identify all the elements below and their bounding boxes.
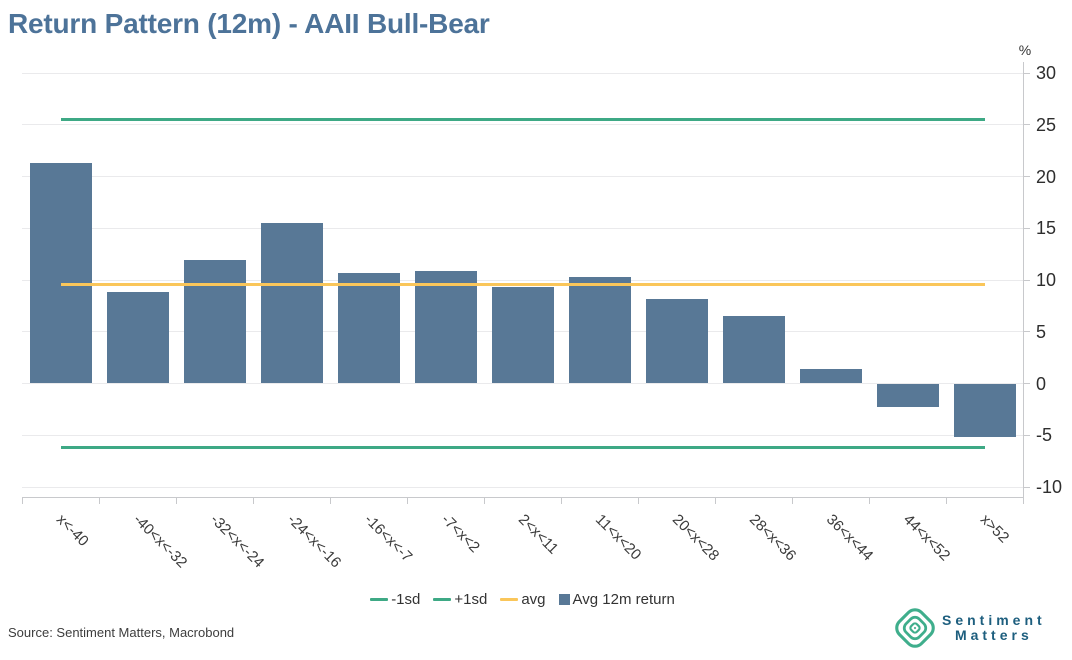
x-tick xyxy=(560,497,562,504)
y-tick-label: 0 xyxy=(1036,373,1047,394)
bar xyxy=(645,298,708,384)
x-tick-label: 20<x<28 xyxy=(668,511,722,565)
y-tick xyxy=(1023,176,1030,177)
bar xyxy=(337,272,400,384)
y-tick-label: 20 xyxy=(1036,166,1057,187)
legend-item-1sd: -1sd xyxy=(370,591,420,608)
x-tick-label: -32<x<-24 xyxy=(206,511,267,572)
x-tick xyxy=(175,497,177,504)
x-tick xyxy=(714,497,716,504)
legend-item-avg: avg xyxy=(500,591,546,608)
y-tick xyxy=(1023,124,1030,126)
bar xyxy=(260,223,323,384)
x-tick xyxy=(637,497,639,504)
gridline xyxy=(22,434,1023,436)
brand-logo-line2: Matters xyxy=(954,627,1033,643)
x-tick xyxy=(945,497,947,504)
gridline xyxy=(22,72,1023,74)
x-tick xyxy=(329,497,331,504)
y-tick-label: -10 xyxy=(1036,477,1063,497)
x-tick-label: 44<x<52 xyxy=(899,511,953,565)
gridline xyxy=(22,279,1023,281)
y-axis-unit-label: % xyxy=(1018,42,1032,58)
y-tick-label: 25 xyxy=(1036,114,1057,135)
x-tick-label: -24<x<-16 xyxy=(283,511,344,572)
bar xyxy=(568,276,631,384)
bar xyxy=(491,287,554,384)
y-tick xyxy=(1023,331,1030,333)
avg-line xyxy=(60,282,985,286)
legend-line-swatch xyxy=(500,598,519,601)
x-tick-label: -7<x<2 xyxy=(437,511,483,557)
y-tick-label: 15 xyxy=(1036,218,1057,239)
bar xyxy=(414,270,477,384)
legend: -1sd +1sd avg Avg 12m return xyxy=(22,591,1023,608)
y-tick xyxy=(1023,383,1030,384)
gridline xyxy=(22,486,1023,488)
x-tick-label: -40<x<-32 xyxy=(129,511,190,572)
y-tick xyxy=(1023,434,1030,436)
bar xyxy=(106,292,169,384)
x-tick xyxy=(483,497,485,504)
brand-logo: Sentiment Matters xyxy=(893,606,1046,650)
plus-1sd-line xyxy=(60,118,985,122)
x-tick-label: 11<x<20 xyxy=(591,511,645,564)
bar xyxy=(29,163,92,384)
legend-line-swatch xyxy=(433,598,452,601)
bar xyxy=(183,260,246,384)
x-tick-label: 2<x<11 xyxy=(514,511,562,558)
source-note: Source: Sentiment Matters, Macrobond xyxy=(8,625,235,640)
y-tick-label: -5 xyxy=(1036,425,1053,446)
gridline xyxy=(22,383,1023,384)
legend-square-swatch xyxy=(558,594,570,605)
x-tick-label: 36<x<44 xyxy=(822,511,876,565)
legend-label: +1sd xyxy=(454,591,488,608)
legend-label: avg xyxy=(521,591,546,608)
y-axis-line xyxy=(1023,62,1024,504)
x-tick-label: x>52 xyxy=(976,511,1012,547)
minus-1sd-line xyxy=(60,446,985,450)
brand-logo-text: Sentiment Matters xyxy=(942,613,1046,643)
x-tick-label: 28<x<36 xyxy=(745,511,799,565)
gridline xyxy=(22,176,1023,177)
x-tick xyxy=(252,497,254,504)
gridline xyxy=(22,227,1023,229)
y-tick xyxy=(1023,486,1030,488)
x-tick-label: x<-40 xyxy=(52,511,92,550)
y-tick xyxy=(1023,279,1030,281)
y-tick xyxy=(1023,72,1030,74)
brand-diamond-icon xyxy=(895,608,935,648)
y-tick-label: 5 xyxy=(1036,321,1047,342)
x-tick xyxy=(21,497,23,504)
y-tick xyxy=(1023,227,1030,229)
legend-line-swatch xyxy=(370,598,389,601)
bar xyxy=(953,383,1016,438)
x-tick xyxy=(406,497,408,504)
bar xyxy=(722,316,785,384)
x-tick xyxy=(791,497,793,504)
legend-label: -1sd xyxy=(391,591,421,608)
legend-item-1sd: +1sd xyxy=(433,591,487,608)
legend-label: Avg 12m return xyxy=(572,591,675,608)
x-axis-line xyxy=(22,497,1024,498)
y-tick-label: 10 xyxy=(1036,270,1057,290)
brand-logo-line1: Sentiment xyxy=(942,612,1046,628)
x-tick xyxy=(98,497,100,504)
gridline xyxy=(22,124,1023,126)
bar xyxy=(799,369,862,384)
legend-item-avg-12m-return: Avg 12m return xyxy=(558,591,675,608)
chart-title: Return Pattern (12m) - AAII Bull-Bear xyxy=(8,8,490,39)
x-tick-label: -16<x<-7 xyxy=(360,511,415,566)
y-tick-label: 30 xyxy=(1036,63,1057,83)
bar xyxy=(876,383,939,408)
x-tick xyxy=(868,497,870,504)
